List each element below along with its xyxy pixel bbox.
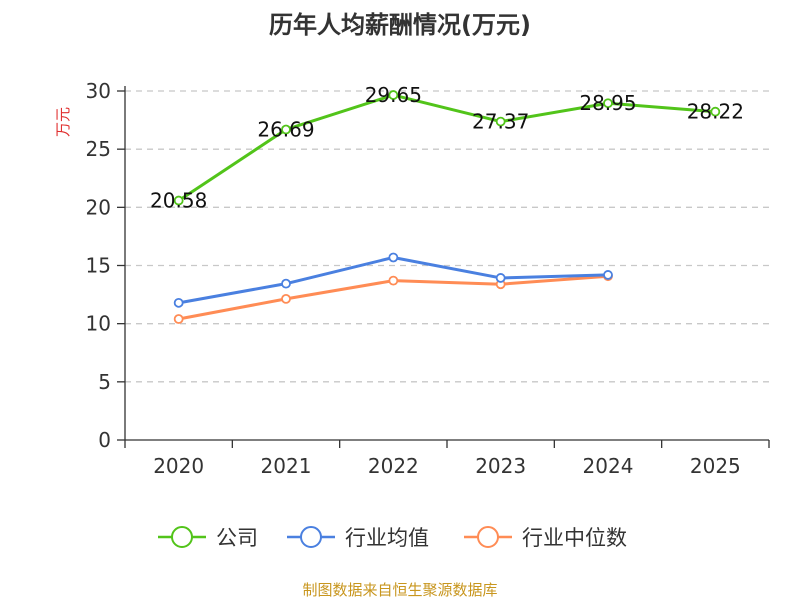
legend-swatch-marker	[171, 526, 193, 548]
data-point	[173, 314, 184, 324]
data-point	[495, 273, 506, 283]
legend-label: 行业均值	[345, 526, 429, 550]
data-point	[710, 106, 721, 117]
data-point	[281, 293, 291, 304]
chart-title: 历年人均薪酬情况(万元)	[269, 11, 531, 39]
data-point	[173, 195, 184, 206]
series-line	[177, 93, 716, 202]
x-tick-label: 2023	[475, 454, 526, 478]
legend-label: 行业中位数	[522, 526, 627, 550]
series-layer: 20.58 26.69 29.65 27.37 28.95 28.22	[150, 83, 744, 324]
data-label: 26.69	[257, 118, 314, 142]
x-tick-label: 2021	[261, 454, 312, 478]
y-tick-label: 0	[98, 428, 111, 452]
series-2	[173, 271, 613, 324]
x-tick-label: 2022	[368, 454, 419, 478]
y-tick-label: 25	[86, 137, 111, 161]
data-point	[281, 124, 291, 135]
legend: 公司 行业均值 行业中位数	[158, 526, 627, 550]
data-label: 27.37	[472, 110, 529, 134]
x-tick-label: 2025	[690, 454, 741, 478]
legend-item-2: 行业中位数	[464, 526, 627, 550]
data-point	[388, 90, 399, 100]
data-label: 20.58	[150, 189, 207, 213]
legend-swatch-marker	[300, 526, 322, 548]
source-note: 制图数据来自恒生聚源数据库	[302, 581, 497, 599]
legend-item-1: 行业均值	[287, 526, 429, 550]
data-point	[388, 252, 399, 263]
y-tick-label: 30	[86, 79, 111, 103]
series-1	[173, 252, 613, 308]
data-point	[495, 116, 506, 127]
legend-label: 公司	[216, 526, 258, 550]
data-label: 28.22	[687, 100, 744, 124]
data-point	[173, 297, 184, 308]
x-tick-label: 2020	[153, 454, 204, 478]
legend-item-0: 公司	[158, 526, 258, 550]
y-tick-label: 5	[98, 370, 111, 394]
gridlines	[125, 90, 769, 383]
y-tick-label: 20	[86, 195, 111, 219]
y-tick-label: 10	[86, 312, 111, 336]
y-axis-label: 万元	[54, 107, 72, 137]
x-tick-label: 2024	[583, 454, 634, 478]
data-point	[388, 275, 399, 286]
data-point	[603, 98, 613, 109]
data-label: 28.95	[579, 91, 636, 115]
legend-swatch-marker	[477, 526, 499, 548]
y-tick-label: 15	[86, 254, 111, 278]
data-point	[603, 270, 613, 280]
series-0: 20.58 26.69 29.65 27.37 28.95 28.22	[150, 83, 744, 213]
data-point	[281, 278, 291, 289]
data-label: 29.65	[365, 83, 422, 107]
